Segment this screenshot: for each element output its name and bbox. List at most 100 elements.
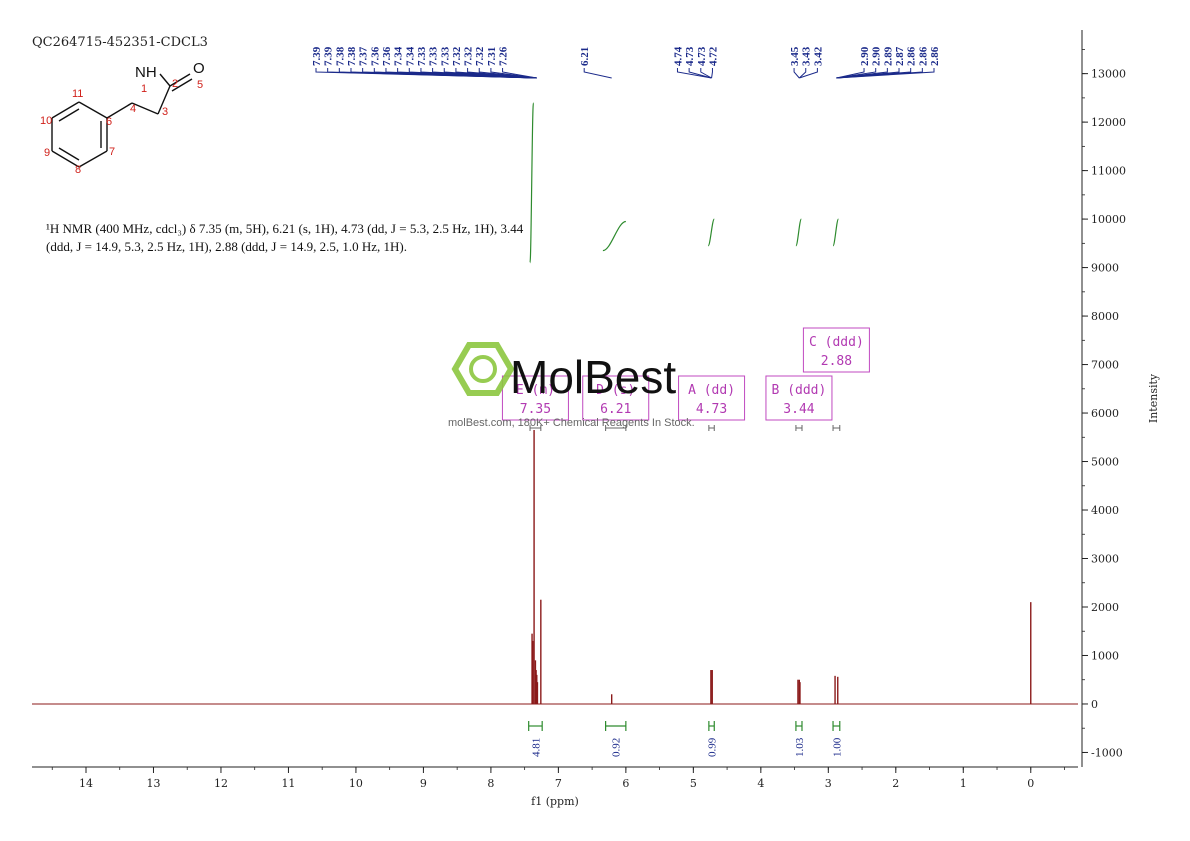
integral-curve xyxy=(832,218,840,247)
multiplet-shift: 7.35 xyxy=(520,402,551,417)
atom-number: 1 xyxy=(141,83,147,95)
x-tick-label: 10 xyxy=(349,777,363,790)
spectrum xyxy=(32,430,1078,705)
peak-label: 7.32 xyxy=(474,46,486,66)
peak-label: 2.89 xyxy=(882,46,894,66)
peak-label: 6.21 xyxy=(579,47,591,66)
y-tick-label: 2000 xyxy=(1091,601,1119,614)
peak-label: 2.86 xyxy=(929,46,941,66)
integral-curves xyxy=(529,102,840,264)
peak-connector xyxy=(502,68,537,79)
peak-label: 7.33 xyxy=(439,46,451,66)
atom-number: 10 xyxy=(40,115,52,127)
multiplet-title: A (dd) xyxy=(688,383,735,398)
x-tick-label: 5 xyxy=(690,777,697,790)
atom-number: 2 xyxy=(172,78,178,90)
peak-label: 2.86 xyxy=(917,46,929,66)
x-tick-label: 9 xyxy=(420,777,427,790)
peak-label: 3.45 xyxy=(789,46,801,66)
y-tick-label: 4000 xyxy=(1091,504,1119,517)
x-tick-label: 2 xyxy=(892,777,899,790)
integrals: 4.81 0.92 0.99 1.03 1.00 xyxy=(528,721,843,757)
multiplet-box xyxy=(765,375,833,421)
y-tick-label: 5000 xyxy=(1091,456,1119,469)
peak-label: 2.87 xyxy=(894,46,906,66)
y-tick-label: 11000 xyxy=(1091,165,1126,178)
multiplet-box xyxy=(582,375,650,421)
peak-label: 2.90 xyxy=(871,46,883,66)
y-tick-label: 6000 xyxy=(1091,407,1119,420)
x-tick-label: 1 xyxy=(960,777,967,790)
atom-number: 4 xyxy=(130,103,136,115)
oxygen-atom-label: O xyxy=(193,60,205,77)
peak-label: 2.86 xyxy=(906,46,918,66)
peak-labels: 7.39 7.39 7.38 7.38 7.37 7.36 7.36 7.34 7.34 7.33… xyxy=(311,46,941,79)
peak-label: 7.37 xyxy=(358,46,370,66)
y-tick-label: 12000 xyxy=(1091,116,1126,129)
peak-label: 7.31 xyxy=(486,47,498,66)
x-tick-label: 7 xyxy=(555,777,562,790)
atom-number: 5 xyxy=(197,79,203,91)
multiplet-shift: 2.88 xyxy=(821,354,852,369)
peak-label: 4.73 xyxy=(684,46,696,66)
x-tick-label: 11 xyxy=(281,777,295,790)
multiplet-box xyxy=(802,327,870,373)
integral-curve xyxy=(602,220,627,252)
multiplet-box xyxy=(678,375,746,421)
peak-connector xyxy=(676,68,712,79)
y-tick-label: 7000 xyxy=(1091,359,1119,372)
multiplet-shift: 4.73 xyxy=(696,402,727,417)
multiplet-title: C (ddd) xyxy=(809,335,864,350)
peak-label: 7.34 xyxy=(404,46,416,66)
peak-label: 7.32 xyxy=(463,46,475,66)
x-tick-label: 13 xyxy=(146,777,160,790)
molbest-tagline: molBest.com, 180K+ Chemical Reagents In … xyxy=(448,417,695,429)
integral-value: 4.81 xyxy=(530,738,542,757)
x-tick-label: 6 xyxy=(622,777,629,790)
peak-label: 4.72 xyxy=(707,46,719,66)
multiplet-shift: 3.44 xyxy=(783,402,814,417)
y-axis-title: Intensity xyxy=(1147,373,1160,423)
peak-label: 7.36 xyxy=(381,46,393,66)
peak-label: 7.32 xyxy=(451,46,463,66)
x-tick-label: 0 xyxy=(1027,777,1034,790)
multiplet-title: B (ddd) xyxy=(772,383,827,398)
y-tick-label: 1000 xyxy=(1091,649,1119,662)
x-tick-label: 14 xyxy=(79,777,93,790)
atom-number: 9 xyxy=(44,147,50,159)
nmr-description-line-2: (ddd, J = 14.9, 5.3, 2.5 Hz, 1H), 2.88 (… xyxy=(46,239,407,254)
plot-axes: 14 13 12 11 10 9 8 7 6 5 4 3 2 1 0-1000010002000300040… xyxy=(32,30,1160,808)
peak-label: 4.74 xyxy=(672,46,684,66)
peak-label: 7.38 xyxy=(346,46,358,66)
peak-label: 3.42 xyxy=(812,46,824,66)
y-tick-label: 8000 xyxy=(1091,310,1119,323)
peak-connector xyxy=(836,68,935,79)
integral-value: 1.00 xyxy=(831,737,843,757)
atom-number: 7 xyxy=(109,146,115,158)
x-tick-label: 4 xyxy=(757,777,764,790)
peak-label: 7.39 xyxy=(323,46,335,66)
peak-label: 3.43 xyxy=(801,46,813,66)
atom-number: 3 xyxy=(162,106,168,118)
molbest-logo-icon xyxy=(451,342,515,396)
integral-value: 0.99 xyxy=(707,737,719,757)
multiplet-title: D (s) xyxy=(596,383,635,398)
atom-number: 11 xyxy=(72,88,83,100)
peak-label: 7.38 xyxy=(334,46,346,66)
peak-connector xyxy=(793,68,800,79)
peak-connector xyxy=(798,68,807,79)
multiplet-box xyxy=(501,375,569,421)
multiplet-title: E (m) xyxy=(516,383,555,398)
multiplet-shift: 6.21 xyxy=(600,402,631,417)
x-tick-label: 12 xyxy=(214,777,228,790)
sample-id: QC264715-452351-CDCL3 xyxy=(32,35,208,50)
peak-label: 7.26 xyxy=(498,46,510,66)
x-tick-label: 8 xyxy=(487,777,494,790)
peak-label: 7.39 xyxy=(311,46,323,66)
peak-label: 2.90 xyxy=(859,46,871,66)
molbest-brand: MolBest xyxy=(510,351,676,403)
integral-value: 0.92 xyxy=(611,738,623,757)
atom-number: 8 xyxy=(75,164,81,176)
peak-connector xyxy=(490,68,537,79)
